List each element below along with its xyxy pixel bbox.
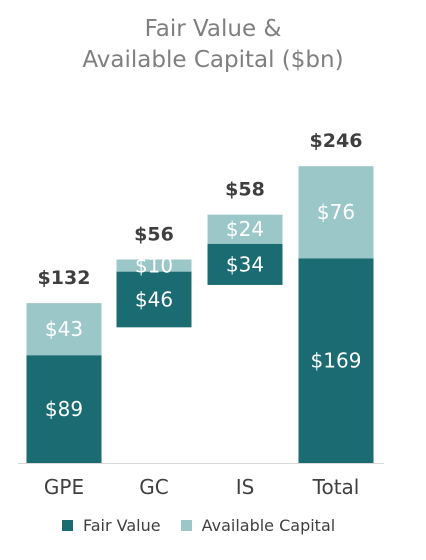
legend-label-available-capital: Available Capital [201, 516, 336, 535]
bar-fair-value-gpe [26, 355, 102, 463]
data-label-available-capital-gpe: $43 [45, 317, 83, 341]
chart-plot: $89 $43 $132 GPE $46 $10 $56 GC $34 $24 $58 IS $169 $… [18, 130, 384, 499]
data-label-available-capital-gc: $10 [135, 254, 173, 278]
total-label-gpe: $132 [38, 267, 91, 289]
data-label-fair-value-gpe: $89 [45, 397, 83, 421]
legend-label-fair-value: Fair Value [83, 516, 161, 535]
data-label-fair-value-total: $169 [311, 349, 362, 373]
legend-item-fair-value: Fair Value [62, 516, 161, 535]
x-tick-label-gpe: GPE [44, 475, 84, 499]
bar-fair-value-is [207, 243, 283, 285]
bar-fair-value-total [298, 258, 374, 463]
data-label-available-capital-total: $76 [317, 200, 355, 224]
bar-fair-value-gc [116, 271, 192, 328]
bar-available-capital-is [207, 214, 283, 244]
chart-title-line-1: Fair Value & [144, 16, 282, 42]
bar-available-capital-gpe [26, 303, 102, 356]
chart-title-line-2: Available Capital ($bn) [82, 47, 344, 73]
data-label-fair-value-is: $34 [226, 252, 264, 276]
chart-title: Fair Value & Available Capital ($bn) [0, 14, 426, 76]
bar-available-capital-gc [116, 259, 192, 272]
x-tick-label-is: IS [236, 475, 255, 499]
total-label-total: $246 [310, 130, 363, 152]
legend-item-available-capital: Available Capital [180, 516, 336, 535]
total-label-gc: $56 [134, 223, 174, 245]
legend-swatch-available-capital [180, 520, 192, 531]
chart-legend: Fair Value Available Capital [62, 516, 355, 535]
x-tick-label-total: Total [312, 475, 360, 499]
legend-swatch-fair-value [62, 520, 73, 531]
x-tick-label-gc: GC [139, 475, 168, 499]
data-label-available-capital-is: $24 [226, 217, 264, 241]
data-label-fair-value-gc: $46 [135, 287, 173, 311]
bar-available-capital-total [298, 166, 374, 259]
total-label-is: $58 [225, 179, 265, 201]
